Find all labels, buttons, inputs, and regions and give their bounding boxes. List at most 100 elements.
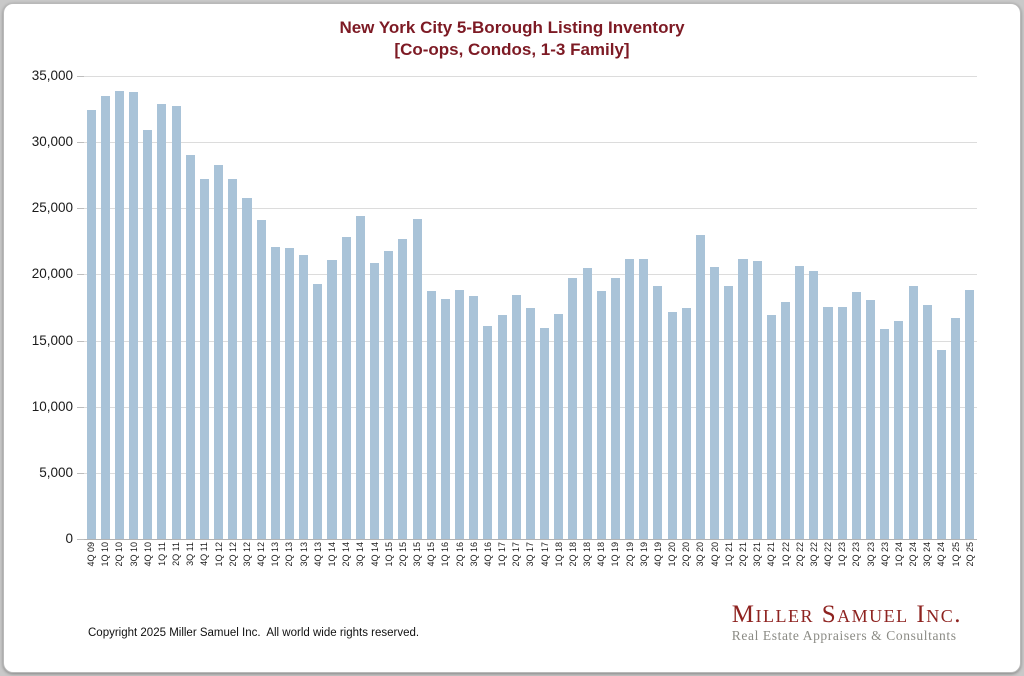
bar (866, 300, 876, 539)
bar-slot (127, 76, 141, 539)
x-axis-labels: 4Q 09 1Q 10 2Q 10 3Q 10 4Q 10 1Q 11 2Q 11 3Q 11… (84, 542, 977, 590)
bar-slot (169, 76, 183, 539)
bar-slot (722, 76, 736, 539)
x-tick-label: 1Q 13 (270, 542, 281, 567)
bar (809, 271, 819, 539)
x-label-slot: 1Q 25 (948, 542, 962, 590)
x-tick-label: 3Q 13 (298, 542, 309, 567)
x-label-slot: 4Q 24 (934, 542, 948, 590)
y-tick-label: 25,000 (31, 200, 73, 216)
x-label-slot: 4Q 22 (821, 542, 835, 590)
bar (525, 307, 535, 539)
bar-slot (920, 76, 934, 539)
bar-slot (608, 76, 622, 539)
x-tick-label: 4Q 19 (652, 542, 663, 567)
bar (284, 247, 295, 539)
bar-slot (212, 76, 226, 539)
gridline (84, 76, 977, 77)
x-label-slot: 4Q 12 (254, 542, 268, 590)
bar (894, 321, 904, 539)
bar-slot (410, 76, 424, 539)
y-tick-label: 0 (65, 531, 73, 546)
x-label-slot: 4Q 13 (311, 542, 325, 590)
x-tick-label: 1Q 25 (950, 542, 961, 567)
x-label-slot: 4Q 11 (197, 542, 211, 590)
x-label-slot: 3Q 16 (467, 542, 481, 590)
bar-slot (297, 76, 311, 539)
x-tick-label: 1Q 10 (100, 542, 111, 567)
x-label-slot: 4Q 21 (764, 542, 778, 590)
x-tick-label: 2Q 12 (227, 542, 238, 567)
x-label-slot: 1Q 12 (212, 542, 226, 590)
x-tick-label: 4Q 20 (709, 542, 720, 567)
x-tick-label: 4Q 23 (879, 542, 890, 567)
x-label-slot: 2Q 13 (282, 542, 296, 590)
bar-slot (963, 76, 977, 539)
bar-slot (325, 76, 339, 539)
bar-slot (155, 76, 169, 539)
bar (299, 254, 309, 539)
bar (398, 239, 408, 539)
bar (100, 95, 110, 539)
bar (667, 312, 677, 539)
x-label-slot: 4Q 15 (424, 542, 438, 590)
bar-slot (367, 76, 381, 539)
x-tick-label: 2Q 13 (284, 542, 295, 567)
bar (412, 218, 422, 539)
bar-slot (637, 76, 651, 539)
x-label-slot: 3Q 18 (580, 542, 594, 590)
x-tick-label: 4Q 21 (766, 542, 777, 567)
x-label-slot: 3Q 14 (353, 542, 367, 590)
x-label-slot: 2Q 17 (509, 542, 523, 590)
x-label-slot: 1Q 19 (608, 542, 622, 590)
x-label-slot: 2Q 19 (623, 542, 637, 590)
plot-area: 35,000 30,000 25,000 20,000 15,000 10,000 5,00… (32, 68, 977, 546)
x-tick-label: 1Q 23 (837, 542, 848, 567)
bar-slot (424, 76, 438, 539)
bar (639, 258, 649, 539)
x-label-slot: 1Q 22 (778, 542, 792, 590)
x-tick-label: 3Q 19 (638, 542, 649, 567)
x-label-slot: 1Q 18 (552, 542, 566, 590)
x-label-slot: 1Q 16 (438, 542, 452, 590)
y-tick-mark (77, 472, 84, 474)
x-tick-label: 2Q 17 (511, 542, 522, 567)
y-tick-mark (77, 142, 84, 144)
bar (851, 292, 861, 539)
bar-slot (240, 76, 254, 539)
bar (681, 307, 691, 539)
x-tick-label: 2Q 11 (171, 542, 182, 566)
gridline (84, 274, 977, 276)
x-label-slot: 2Q 12 (226, 542, 240, 590)
bar (483, 326, 493, 539)
bar (780, 302, 791, 539)
x-label-slot: 1Q 14 (325, 542, 339, 590)
x-label-slot: 4Q 20 (708, 542, 722, 590)
x-tick-label: 2Q 15 (397, 542, 408, 567)
x-label-slot: 2Q 10 (112, 542, 126, 590)
bar (965, 290, 975, 539)
x-tick-label: 4Q 15 (426, 542, 437, 567)
x-tick-label: 1Q 15 (383, 542, 394, 567)
bar-slot (282, 76, 296, 539)
bar (554, 314, 564, 539)
x-tick-label: 3Q 20 (695, 542, 706, 567)
chart-subtitle: [Co-ops, Condos, 1-3 Family] (394, 40, 630, 59)
x-label-slot: 2Q 16 (452, 542, 466, 590)
bar (724, 286, 734, 539)
bar (384, 250, 394, 539)
bar-slot (849, 76, 863, 539)
x-tick-label: 4Q 22 (823, 542, 834, 567)
bar (766, 314, 776, 539)
bar-slot (268, 76, 282, 539)
bar (369, 263, 380, 539)
bar-slot (538, 76, 552, 539)
x-label-slot: 2Q 14 (339, 542, 353, 590)
bar-slot (835, 76, 849, 539)
x-tick-label: 4Q 11 (199, 542, 210, 566)
bar-slot (396, 76, 410, 539)
bar (426, 290, 436, 539)
bar (582, 267, 592, 539)
bar-slot (523, 76, 537, 539)
x-label-slot: 1Q 17 (495, 542, 509, 590)
